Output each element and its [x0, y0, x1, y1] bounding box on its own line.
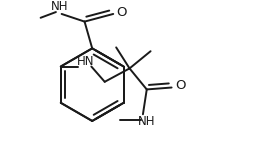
Text: NH: NH — [51, 0, 68, 13]
Text: NH: NH — [138, 115, 155, 128]
Text: O: O — [117, 6, 127, 19]
Text: O: O — [175, 79, 186, 92]
Text: HN: HN — [77, 55, 94, 68]
